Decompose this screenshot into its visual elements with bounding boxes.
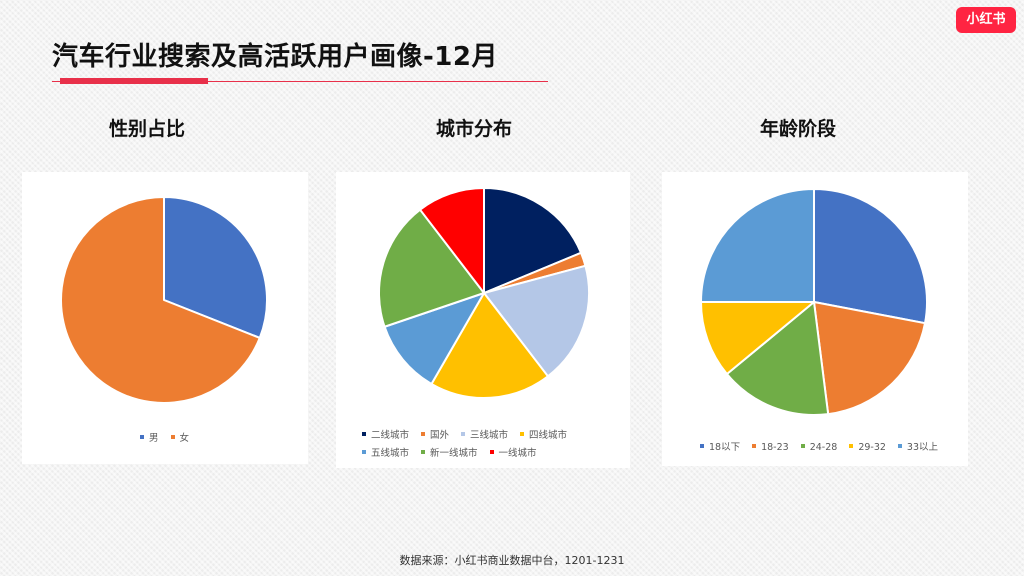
city-slice-5 <box>378 208 485 328</box>
city-legend-label-2: 三线城市 <box>470 430 509 441</box>
age-slice-4 <box>700 188 815 303</box>
city-legend-label-3: 四线城市 <box>529 430 568 441</box>
chart-title-age: 年龄阶段 <box>760 118 837 140</box>
age-legend-label-1: 18-23 <box>761 442 789 453</box>
gender-legend-swatch-0 <box>140 435 144 439</box>
age-legend: 18以下 18-23 24-28 29-32 33以上 <box>700 439 966 457</box>
gender-slice-0 <box>163 196 268 339</box>
age-legend-swatch-1 <box>752 444 757 448</box>
city-slice-4 <box>383 292 485 385</box>
city-legend-swatch-3 <box>520 432 525 436</box>
city-slice-2 <box>483 264 590 378</box>
age-legend-item-2: 24-28 <box>800 439 838 457</box>
age-legend-label-0: 18以下 <box>709 442 741 453</box>
city-legend-item-1: 国外 <box>421 427 449 445</box>
age-legend-item-3: 29-32 <box>849 439 886 457</box>
gender-slice-1 <box>60 196 261 404</box>
city-slice-3 <box>430 292 549 399</box>
gender-legend-swatch-1 <box>170 435 175 439</box>
age-legend-item-0: 18以下 <box>700 439 740 457</box>
age-legend-label-3: 29-32 <box>858 442 886 453</box>
gender-legend-item-0: 男 <box>140 430 159 448</box>
gender-pie-chart <box>60 196 268 404</box>
age-pie-chart <box>700 188 928 416</box>
age-legend-swatch-4 <box>897 444 902 448</box>
city-legend-swatch-0 <box>362 432 366 436</box>
city-pie-chart <box>378 187 590 399</box>
city-legend-swatch-5 <box>421 450 426 454</box>
age-legend-label-4: 33以上 <box>906 442 939 453</box>
gender-legend-label-1: 女 <box>179 433 190 444</box>
gender-chart-panel: 男女 <box>22 172 308 464</box>
chart-title-gender: 性别占比 <box>109 118 186 140</box>
city-legend-swatch-6 <box>489 450 494 454</box>
title-underline <box>52 81 548 82</box>
data-source-note: 数据来源：小红书商业数据中台，1201-1231 <box>399 554 625 567</box>
age-legend-item-4: 33以上 <box>897 439 939 457</box>
age-legend-swatch-0 <box>700 444 704 448</box>
age-slice-0 <box>813 188 928 325</box>
age-legend-swatch-2 <box>800 444 805 448</box>
city-legend-item-5: 新一线城市 <box>421 445 478 463</box>
city-legend: 二线城市 国外 三线城市 四线城市五线城市 新一线城市 一线城市 <box>362 427 626 463</box>
city-legend-item-4: 五线城市 <box>362 445 409 463</box>
gender-legend-item-1: 女 <box>170 430 190 448</box>
chart-title-city: 城市分布 <box>436 118 513 140</box>
city-legend-label-4: 五线城市 <box>371 448 410 459</box>
title-accent-bar <box>60 78 208 84</box>
age-legend-label-2: 24-28 <box>809 442 838 453</box>
age-chart-panel: 18以下 18-23 24-28 29-32 33以上 <box>662 172 968 466</box>
age-slice-1 <box>813 301 926 416</box>
city-slice-0 <box>483 187 583 294</box>
city-legend-item-2: 三线城市 <box>461 427 508 445</box>
city-slice-6 <box>419 187 485 294</box>
age-slice-3 <box>700 301 815 376</box>
city-legend-swatch-4 <box>362 450 366 454</box>
age-legend-item-1: 18-23 <box>752 439 789 457</box>
city-legend-item-3: 四线城市 <box>520 427 567 445</box>
age-slice-2 <box>725 301 830 416</box>
city-legend-swatch-2 <box>461 432 466 436</box>
gender-legend: 男女 <box>140 430 300 448</box>
brand-logo: 小红书 <box>956 7 1016 33</box>
city-legend-label-0: 二线城市 <box>371 430 410 441</box>
city-legend-label-6: 一线城市 <box>498 448 537 459</box>
city-legend-swatch-1 <box>421 432 426 436</box>
city-legend-label-5: 新一线城市 <box>430 448 478 459</box>
gender-legend-label-0: 男 <box>149 433 159 444</box>
city-legend-label-1: 国外 <box>430 430 450 441</box>
city-legend-item-0: 二线城市 <box>362 427 409 445</box>
city-legend-item-6: 一线城市 <box>489 445 537 463</box>
page-title: 汽车行业搜索及高活跃用户画像-12月 <box>52 42 498 72</box>
city-chart-panel: 二线城市 国外 三线城市 四线城市五线城市 新一线城市 一线城市 <box>336 172 630 468</box>
age-legend-swatch-3 <box>849 444 854 448</box>
